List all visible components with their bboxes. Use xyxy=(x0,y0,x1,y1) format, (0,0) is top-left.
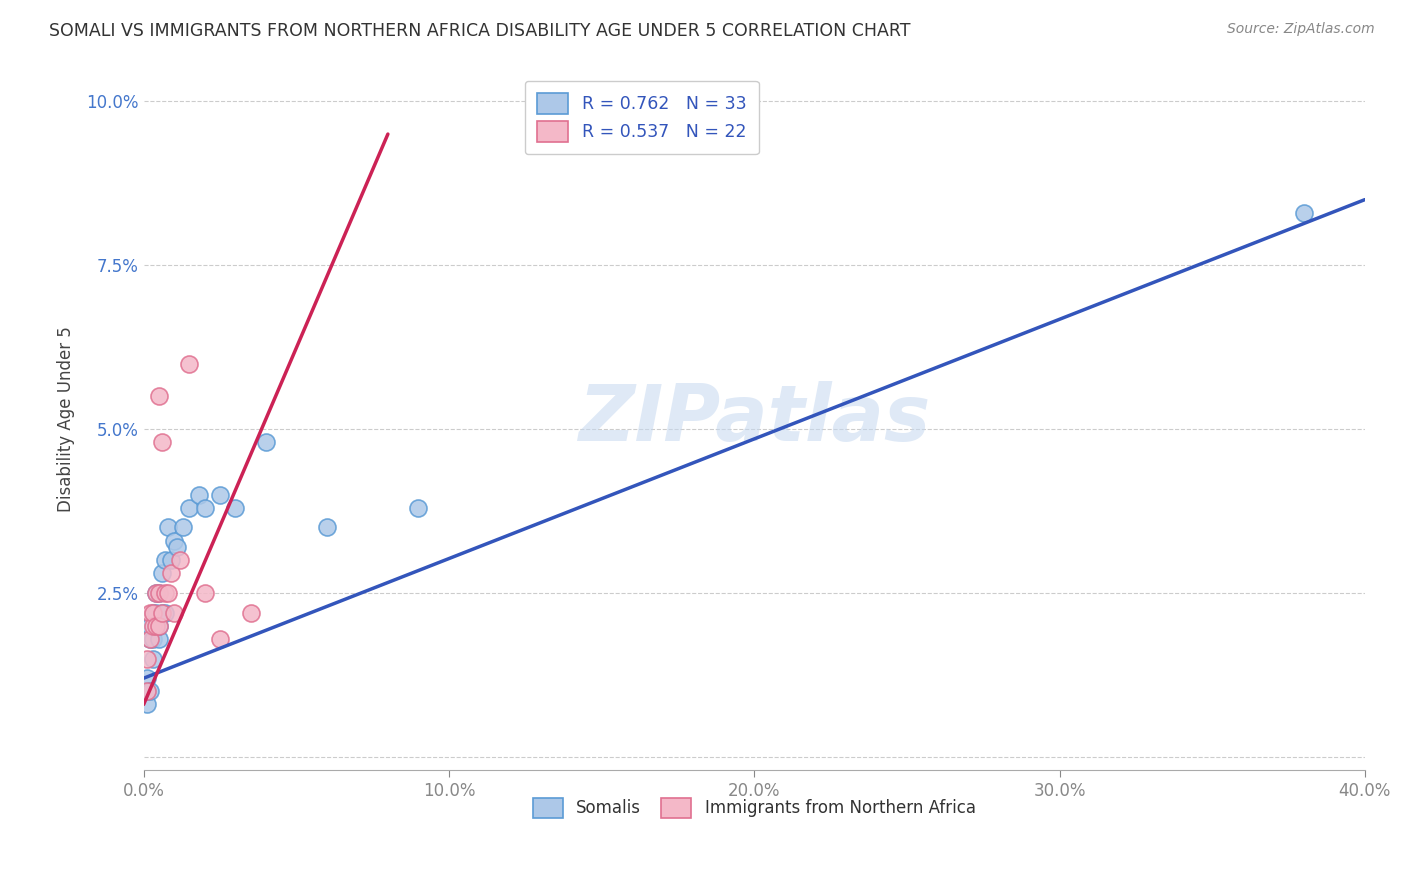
Point xyxy=(148,619,170,633)
Point xyxy=(145,619,167,633)
Point xyxy=(160,566,183,581)
Point xyxy=(135,684,157,698)
Point xyxy=(172,520,194,534)
Point xyxy=(135,698,157,712)
Point xyxy=(163,606,186,620)
Text: Source: ZipAtlas.com: Source: ZipAtlas.com xyxy=(1227,22,1375,37)
Point xyxy=(179,357,201,371)
Point xyxy=(150,435,173,450)
Text: SOMALI VS IMMIGRANTS FROM NORTHERN AFRICA DISABILITY AGE UNDER 5 CORRELATION CHA: SOMALI VS IMMIGRANTS FROM NORTHERN AFRIC… xyxy=(49,22,911,40)
Point xyxy=(135,651,157,665)
Point xyxy=(145,606,167,620)
Point xyxy=(408,500,430,515)
Point xyxy=(163,533,186,548)
Point xyxy=(150,566,173,581)
Point xyxy=(254,435,277,450)
Point xyxy=(208,488,231,502)
Point xyxy=(239,606,262,620)
Point xyxy=(139,632,162,646)
Point xyxy=(148,632,170,646)
Text: ZIPatlas: ZIPatlas xyxy=(578,381,931,458)
Point xyxy=(187,488,209,502)
Point xyxy=(148,389,170,403)
Point xyxy=(153,586,176,600)
Point xyxy=(142,606,165,620)
Point xyxy=(142,651,165,665)
Point xyxy=(139,632,162,646)
Point xyxy=(142,619,165,633)
Y-axis label: Disability Age Under 5: Disability Age Under 5 xyxy=(58,326,75,512)
Point xyxy=(194,500,217,515)
Point xyxy=(135,671,157,685)
Point xyxy=(153,606,176,620)
Point xyxy=(208,632,231,646)
Point xyxy=(150,606,173,620)
Point xyxy=(142,606,165,620)
Point xyxy=(160,553,183,567)
Point xyxy=(157,520,180,534)
Point xyxy=(135,684,157,698)
Point xyxy=(194,586,217,600)
Point xyxy=(145,619,167,633)
Point xyxy=(315,520,337,534)
Point xyxy=(1292,206,1315,220)
Point xyxy=(148,619,170,633)
Point xyxy=(139,619,162,633)
Point xyxy=(153,553,176,567)
Point xyxy=(139,606,162,620)
Point xyxy=(148,586,170,600)
Legend: Somalis, Immigrants from Northern Africa: Somalis, Immigrants from Northern Africa xyxy=(526,791,983,825)
Point xyxy=(142,632,165,646)
Point xyxy=(157,586,180,600)
Point xyxy=(148,586,170,600)
Point xyxy=(169,553,191,567)
Point xyxy=(145,586,167,600)
Point xyxy=(139,684,162,698)
Point xyxy=(166,540,188,554)
Point xyxy=(224,500,246,515)
Point xyxy=(150,606,173,620)
Point xyxy=(145,586,167,600)
Point xyxy=(179,500,201,515)
